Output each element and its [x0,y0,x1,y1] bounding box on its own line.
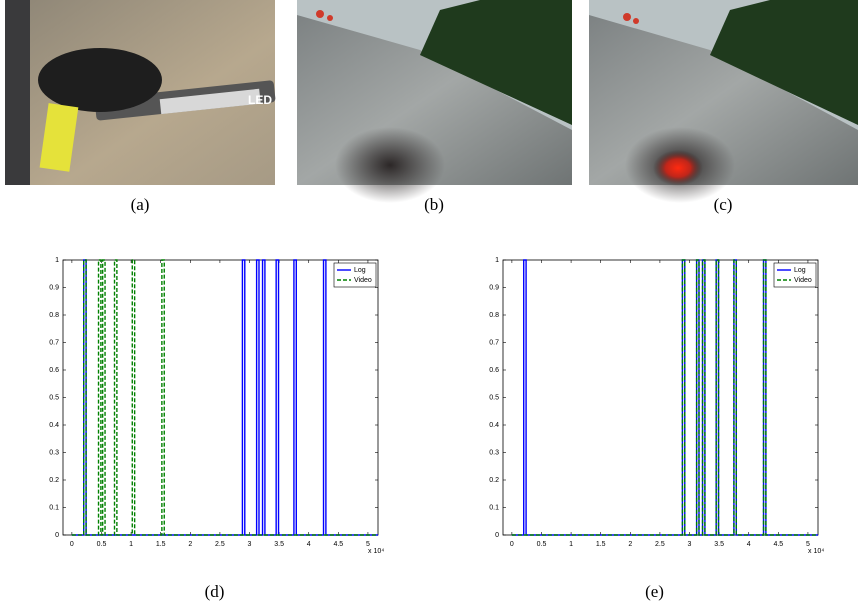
x-tick-label: 0.5 [537,541,547,548]
x-tick-label: 4.5 [333,541,343,548]
y-tick-label: 0 [55,532,59,539]
y-tick-label: 0.8 [49,312,59,319]
photo-annotation: LED [248,93,272,107]
y-tick-label: 0.2 [489,477,499,484]
x-tick-label: 0 [70,541,74,548]
y-tick-label: 0.1 [489,504,499,511]
caption: (b) [424,195,444,214]
x-tick-label: 1.5 [156,541,166,548]
y-tick-label: 1 [495,257,499,264]
y-tick-label: 0.3 [49,449,59,456]
y-tick-label: 0.4 [489,422,499,429]
x-tick-label: 5 [366,541,370,548]
legend-label: Video [354,277,372,284]
photo-b [297,0,572,203]
y-tick-label: 1 [55,257,59,264]
x-tick-label: 1 [569,541,573,548]
x-tick-label: 4 [747,541,751,548]
y-tick-label: 0.6 [49,367,59,374]
caption: (a) [131,195,150,214]
x-tick-label: 4.5 [773,541,783,548]
legend-box [773,262,817,288]
caption: (e) [645,582,664,601]
x-multiplier: x 10⁴ [808,548,824,555]
caption: (c) [714,195,733,214]
x-tick-label: 4 [307,541,311,548]
caption: (d) [205,582,225,601]
y-tick-label: 0.8 [489,312,499,319]
y-tick-label: 0.9 [49,284,59,291]
x-multiplier: x 10⁴ [368,548,384,555]
legend-label: Video [794,277,812,284]
photo-c [589,0,858,203]
x-tick-label: 3 [688,541,692,548]
x-tick-label: 2.5 [215,541,225,548]
x-tick-label: 0 [510,541,514,548]
x-tick-label: 1 [129,541,133,548]
y-tick-label: 0.7 [49,339,59,346]
x-tick-label: 3 [248,541,252,548]
y-tick-label: 0.7 [489,339,499,346]
x-tick-label: 3.5 [274,541,284,548]
axes-box [62,259,379,536]
photo-a: LED [5,0,276,185]
x-tick-label: 2 [628,541,632,548]
legend-box [333,262,377,288]
x-tick-label: 0.5 [97,541,107,548]
x-tick-label: 1.5 [596,541,606,548]
x-tick-label: 5 [806,541,810,548]
y-tick-label: 0.5 [489,394,499,401]
data-line [511,259,818,536]
data-line [511,259,818,536]
y-tick-label: 0.9 [489,284,499,291]
y-tick-label: 0.5 [49,394,59,401]
x-tick-label: 2.5 [655,541,665,548]
legend-label: Log [794,267,806,274]
data-line [71,259,378,536]
y-tick-label: 0.4 [49,422,59,429]
y-tick-label: 0.3 [489,449,499,456]
y-tick-label: 0 [495,532,499,539]
data-line [71,259,378,536]
legend-label: Log [354,267,366,274]
y-tick-label: 0.2 [49,477,59,484]
y-tick-label: 0.1 [49,504,59,511]
x-tick-label: 3.5 [714,541,724,548]
x-tick-label: 2 [188,541,192,548]
axes-box [502,259,819,536]
y-tick-label: 0.6 [489,367,499,374]
